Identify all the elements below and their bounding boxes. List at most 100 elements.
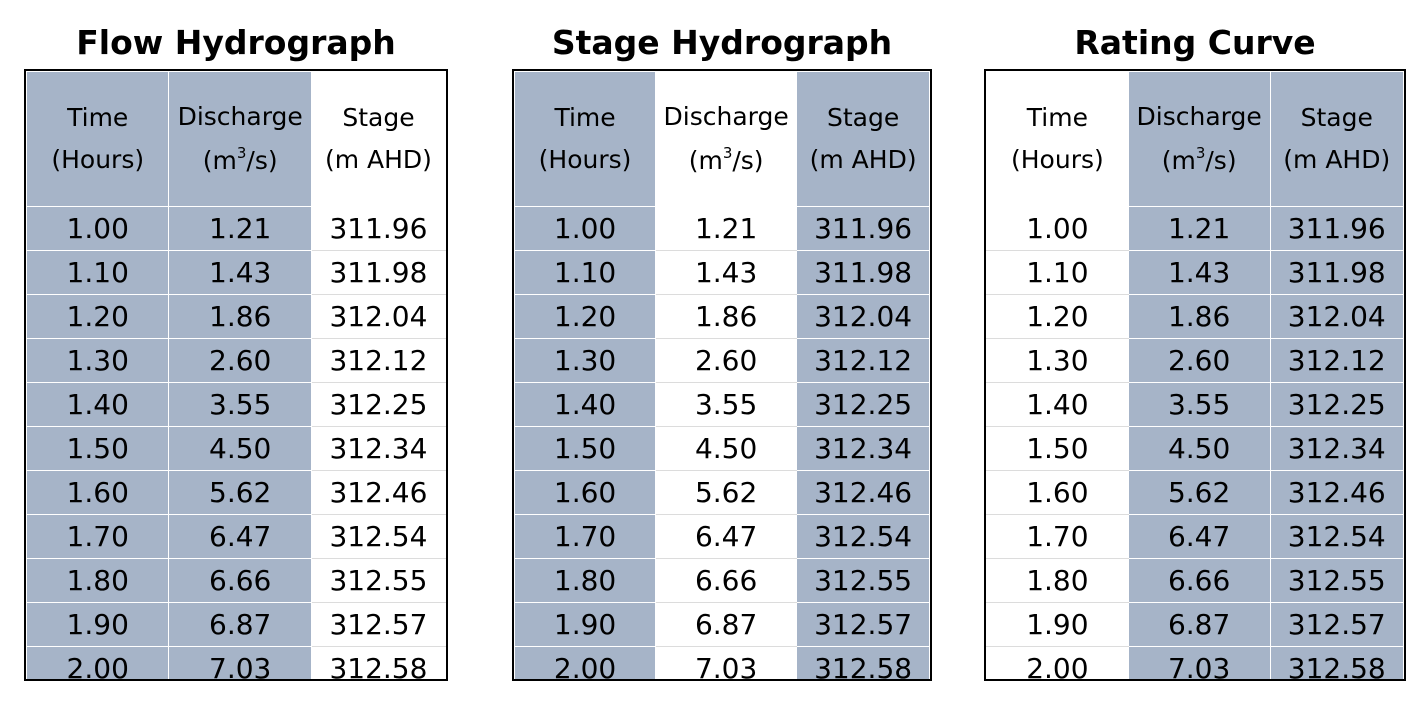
table-row: 1.90 6.87 312.57 bbox=[514, 602, 930, 647]
cell-time: 1.80 bbox=[514, 558, 657, 603]
table-row: 1.80 6.66 312.55 bbox=[26, 558, 446, 603]
cell-stage: 312.25 bbox=[310, 382, 446, 427]
cell-stage: 312.04 bbox=[1269, 294, 1404, 339]
cell-time: 1.70 bbox=[514, 514, 657, 559]
cell-discharge: 6.87 bbox=[168, 602, 312, 647]
column-header-time: Time (Hours) bbox=[26, 71, 170, 207]
cell-discharge: 4.50 bbox=[655, 426, 798, 471]
table-row: 2.00 7.03 312.58 bbox=[26, 646, 446, 679]
header-line: (m AHD) bbox=[1283, 145, 1391, 174]
header-line: Stage bbox=[342, 103, 415, 132]
table-row: 1.30 2.60 312.12 bbox=[986, 338, 1404, 383]
unit-text: /s) bbox=[246, 146, 278, 175]
column-header-time: Time (Hours) bbox=[514, 71, 657, 207]
cell-discharge: 5.62 bbox=[168, 470, 312, 515]
cell-stage: 312.34 bbox=[796, 426, 930, 471]
cell-time: 1.10 bbox=[514, 250, 657, 295]
cell-discharge: 6.66 bbox=[1127, 558, 1271, 603]
cell-stage: 312.57 bbox=[796, 602, 930, 647]
flow-hydrograph-table: Time (Hours) Discharge (m3/s) Stage (m AHD) 1.… bbox=[24, 69, 448, 681]
cell-discharge: 1.43 bbox=[168, 250, 312, 295]
header-line: (m3/s) bbox=[1161, 145, 1237, 175]
cell-stage: 312.25 bbox=[796, 382, 930, 427]
table-row: 1.50 4.50 312.34 bbox=[26, 426, 446, 471]
cell-stage: 312.57 bbox=[1269, 602, 1404, 647]
cell-discharge: 1.43 bbox=[655, 250, 798, 295]
cell-time: 1.60 bbox=[26, 470, 170, 515]
cell-stage: 311.98 bbox=[310, 250, 446, 295]
table-row: 1.00 1.21 311.96 bbox=[514, 206, 930, 251]
cell-time: 1.20 bbox=[986, 294, 1129, 339]
header-line: Time bbox=[67, 103, 129, 132]
table-row: 1.80 6.66 312.55 bbox=[986, 558, 1404, 603]
cell-discharge: 1.86 bbox=[655, 294, 798, 339]
cell-time: 2.00 bbox=[514, 646, 657, 679]
cell-stage: 312.25 bbox=[1269, 382, 1404, 427]
table-row: 1.00 1.21 311.96 bbox=[26, 206, 446, 251]
cell-stage: 311.96 bbox=[796, 206, 930, 251]
cell-time: 1.90 bbox=[986, 602, 1129, 647]
header-line: Stage bbox=[1300, 103, 1373, 132]
cell-discharge: 2.60 bbox=[1127, 338, 1271, 383]
unit-exponent: 3 bbox=[236, 143, 247, 162]
table-row: 1.40 3.55 312.25 bbox=[26, 382, 446, 427]
cell-stage: 312.04 bbox=[310, 294, 446, 339]
cell-stage: 312.58 bbox=[1269, 646, 1404, 679]
cell-time: 1.10 bbox=[26, 250, 170, 295]
cell-discharge: 2.60 bbox=[655, 338, 798, 383]
column-header-stage: Stage (m AHD) bbox=[310, 71, 446, 207]
table-row: 1.10 1.43 311.98 bbox=[26, 250, 446, 295]
cell-discharge: 5.62 bbox=[655, 470, 798, 515]
header-row: Time (Hours) Discharge (m3/s) Stage (m AHD) bbox=[986, 71, 1404, 207]
cell-stage: 312.55 bbox=[796, 558, 930, 603]
rating-curve-table: Time (Hours) Discharge (m3/s) Stage (m AHD) 1.… bbox=[984, 69, 1406, 681]
cell-time: 1.20 bbox=[514, 294, 657, 339]
header-row: Time (Hours) Discharge (m3/s) Stage (m AHD) bbox=[514, 71, 930, 207]
table-row: 1.90 6.87 312.57 bbox=[986, 602, 1404, 647]
cell-discharge: 7.03 bbox=[1127, 646, 1271, 679]
stage-hydrograph-table: Time (Hours) Discharge (m3/s) Stage (m AHD) 1.… bbox=[512, 69, 932, 681]
column-header-time: Time (Hours) bbox=[986, 71, 1129, 207]
cell-discharge: 1.21 bbox=[168, 206, 312, 251]
table-row: 1.10 1.43 311.98 bbox=[986, 250, 1404, 295]
header-line: Time bbox=[1026, 103, 1088, 132]
cell-stage: 312.55 bbox=[1269, 558, 1404, 603]
cell-discharge: 1.86 bbox=[168, 294, 312, 339]
column-header-discharge: Discharge (m3/s) bbox=[655, 71, 798, 207]
cell-stage: 311.98 bbox=[1269, 250, 1404, 295]
cell-time: 1.60 bbox=[514, 470, 657, 515]
table-row: 1.90 6.87 312.57 bbox=[26, 602, 446, 647]
cell-stage: 311.96 bbox=[1269, 206, 1404, 251]
cell-time: 1.50 bbox=[514, 426, 657, 471]
cell-stage: 312.12 bbox=[796, 338, 930, 383]
header-line: (m AHD) bbox=[809, 145, 917, 174]
table-row: 1.30 2.60 312.12 bbox=[514, 338, 930, 383]
cell-stage: 311.98 bbox=[796, 250, 930, 295]
cell-stage: 312.04 bbox=[796, 294, 930, 339]
column-header-stage: Stage (m AHD) bbox=[796, 71, 930, 207]
column-header-discharge: Discharge (m3/s) bbox=[168, 71, 312, 207]
unit-text: (m bbox=[202, 146, 237, 175]
table-row: 1.40 3.55 312.25 bbox=[514, 382, 930, 427]
column-header-discharge: Discharge (m3/s) bbox=[1127, 71, 1271, 207]
cell-time: 1.80 bbox=[26, 558, 170, 603]
header-line: Discharge bbox=[663, 102, 789, 131]
cell-stage: 312.46 bbox=[310, 470, 446, 515]
cell-stage: 312.58 bbox=[796, 646, 930, 679]
cell-discharge: 4.50 bbox=[168, 426, 312, 471]
cell-stage: 312.46 bbox=[1269, 470, 1404, 515]
cell-discharge: 6.47 bbox=[168, 514, 312, 559]
cell-time: 1.60 bbox=[986, 470, 1129, 515]
cell-discharge: 2.60 bbox=[168, 338, 312, 383]
cell-stage: 312.34 bbox=[310, 426, 446, 471]
column-header-stage: Stage (m AHD) bbox=[1269, 71, 1404, 207]
cell-time: 1.90 bbox=[26, 602, 170, 647]
cell-discharge: 7.03 bbox=[168, 646, 312, 679]
table-row: 1.50 4.50 312.34 bbox=[514, 426, 930, 471]
cell-discharge: 3.55 bbox=[168, 382, 312, 427]
table-row: 1.00 1.21 311.96 bbox=[986, 206, 1404, 251]
header-line: Discharge bbox=[1136, 102, 1262, 131]
unit-text: (m bbox=[1161, 146, 1196, 175]
header-line: (Hours) bbox=[1011, 145, 1104, 174]
cell-time: 2.00 bbox=[26, 646, 170, 679]
